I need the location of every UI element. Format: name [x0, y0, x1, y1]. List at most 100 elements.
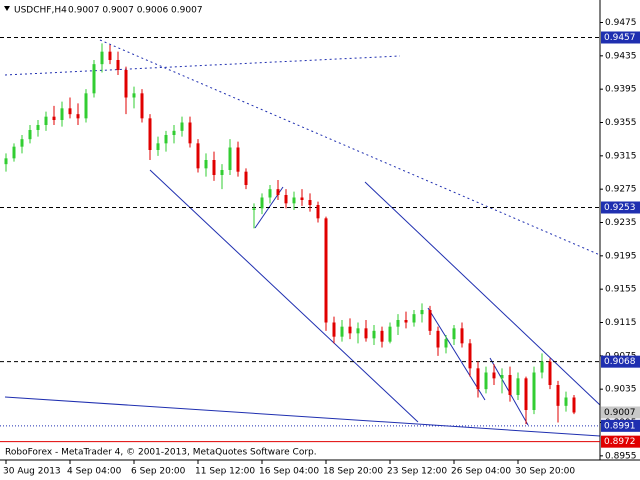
quote: 0.9007 0.9007 0.9006 0.9007 — [68, 6, 203, 16]
candle-body — [548, 361, 552, 385]
candle-body — [372, 330, 376, 339]
candle-body — [244, 171, 248, 185]
candle-body — [516, 378, 520, 395]
candle-body — [572, 397, 576, 413]
y-tick-label: 0.9275 — [605, 185, 637, 195]
candle-body — [428, 310, 432, 331]
candle-body — [28, 130, 32, 140]
trend-line — [364, 181, 601, 406]
candle-body — [332, 322, 336, 337]
candle-body — [452, 328, 456, 340]
candle-body — [148, 118, 152, 150]
x-tick-label: 4 Sep 04:00 — [67, 467, 122, 477]
candle-body — [564, 397, 568, 406]
candle-body — [508, 375, 512, 395]
candle-body — [228, 147, 232, 170]
trend-line — [149, 169, 419, 423]
candle-body — [444, 339, 448, 348]
candle-body — [420, 310, 424, 315]
price-tag — [601, 419, 640, 432]
candle-body — [100, 51, 104, 65]
candle-body — [292, 197, 296, 204]
candle-body — [44, 116, 48, 125]
candle-body — [348, 326, 352, 334]
candle-body — [164, 135, 168, 144]
x-tick-label: 11 Sep 12:00 — [195, 467, 255, 477]
trend-line — [427, 307, 486, 401]
x-tick-label: 6 Sep 20:00 — [131, 467, 186, 477]
candle-body — [180, 122, 184, 131]
candle-body — [52, 116, 56, 120]
candle-body — [276, 189, 280, 195]
candle-body — [284, 195, 288, 204]
price-tag — [601, 435, 640, 448]
candle-body — [556, 385, 560, 406]
candle-body — [68, 108, 72, 115]
candle-body — [396, 320, 400, 327]
candle-body — [252, 208, 256, 210]
candle-body — [540, 361, 544, 373]
candle-body — [92, 64, 96, 94]
candle-body — [476, 368, 480, 390]
chart-title: USDCHF,H4 — [14, 6, 67, 16]
candle-body — [188, 122, 192, 144]
y-tick-label: 0.9115 — [605, 318, 637, 328]
y-tick-label: 0.9235 — [605, 218, 637, 228]
candle-body — [140, 93, 144, 119]
price-tag-label: 0.8991 — [604, 421, 636, 431]
candle-body — [212, 160, 216, 175]
candle-body — [156, 143, 160, 150]
candle-body — [468, 343, 472, 369]
candle-body — [404, 320, 408, 323]
candle-body — [436, 330, 440, 348]
trend-line — [99, 39, 601, 256]
candle-body — [172, 130, 176, 135]
candle-body — [532, 372, 536, 410]
candle-body — [220, 170, 224, 175]
price-tag — [601, 406, 640, 419]
candle-body — [308, 200, 312, 205]
candle-body — [268, 189, 272, 198]
x-tick-label: 30 Sep 20:00 — [515, 467, 575, 477]
candle-body — [132, 93, 136, 98]
candle-body — [500, 375, 504, 379]
candle-body — [204, 160, 208, 169]
candle-body — [324, 218, 328, 323]
candle-body — [84, 93, 88, 119]
candle-body — [124, 70, 128, 98]
menu-arrow[interactable] — [4, 6, 10, 11]
candle-body — [380, 330, 384, 342]
y-tick-label: 0.9315 — [605, 151, 637, 161]
price-tag-label: 0.9253 — [604, 203, 636, 213]
candle-body — [484, 372, 488, 390]
price-tag — [601, 201, 640, 214]
price-tag — [601, 31, 640, 44]
y-tick-label: 0.9355 — [605, 118, 637, 128]
candle-body — [36, 125, 40, 130]
y-tick-label: 0.9155 — [605, 285, 637, 295]
y-tick-label: 0.9035 — [605, 385, 637, 395]
candle-body — [412, 314, 416, 323]
candle-body — [492, 372, 496, 379]
y-tick-label: 0.9475 — [605, 18, 637, 28]
candle-body — [340, 326, 344, 337]
candle-body — [300, 197, 304, 200]
y-tick-label: 0.9435 — [605, 51, 637, 61]
price-tag-label: 0.9068 — [604, 357, 636, 367]
price-tag-label: 0.9007 — [604, 408, 636, 418]
candle-body — [236, 147, 240, 172]
price-tag — [601, 355, 640, 368]
candle-body — [356, 328, 360, 334]
y-tick-label: 0.9395 — [605, 85, 637, 95]
x-tick-label: 23 Sep 12:00 — [387, 467, 447, 477]
candle-body — [116, 60, 120, 70]
candle-body — [460, 328, 464, 344]
candle-body — [316, 205, 320, 219]
candle-body — [524, 378, 528, 410]
trend-line — [4, 55, 401, 76]
footer: RoboForex - MetaTrader 4, © 2001-2013, M… — [5, 448, 317, 458]
y-tick-label: 0.8955 — [605, 451, 637, 461]
x-tick-label: 30 Aug 2013 — [3, 467, 61, 477]
